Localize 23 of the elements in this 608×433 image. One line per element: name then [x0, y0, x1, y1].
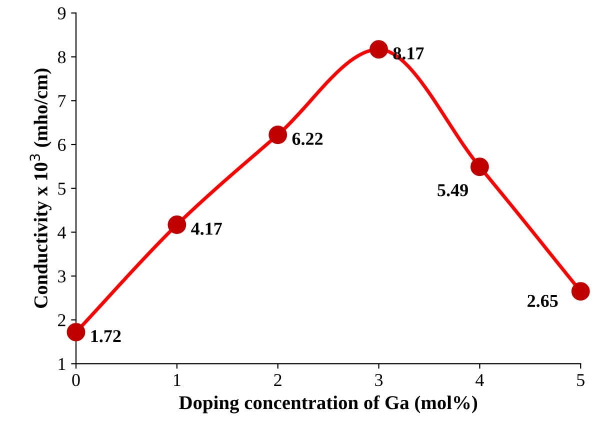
y-tick-label: 4: [58, 226, 66, 238]
y-axis-title: Conductivity x 10$^{3}$ (mho/cm): [30, 68, 52, 308]
data-label: 5.49: [438, 184, 468, 196]
y-tick-label: 7: [58, 95, 66, 107]
y-tick-label: 3: [58, 270, 66, 282]
y-tick-label: 6: [58, 138, 66, 151]
y-tick-label: 8: [58, 51, 66, 64]
x-tick-label: 3: [375, 374, 383, 386]
y-tick-label: 9: [58, 7, 66, 20]
x-tick-label: 1: [174, 374, 180, 386]
y-tick-label: 5: [58, 182, 66, 195]
x-tick-label: 2: [274, 374, 282, 386]
data-label: 4.17: [191, 222, 222, 235]
x-tick-label: 5: [577, 374, 584, 386]
data-label: 8.17: [393, 47, 424, 60]
data-label: 6.22: [292, 132, 323, 146]
y-tick-label: 2: [58, 314, 66, 326]
x-tick-label: 0: [72, 374, 80, 386]
data-label: 1.72: [91, 330, 121, 342]
x-axis-title: Doping concentration of Ga (mol%): [179, 395, 478, 414]
data-label: 2.65: [528, 294, 558, 308]
x-tick-label: 4: [476, 374, 484, 386]
y-tick-label: 1: [58, 358, 66, 370]
